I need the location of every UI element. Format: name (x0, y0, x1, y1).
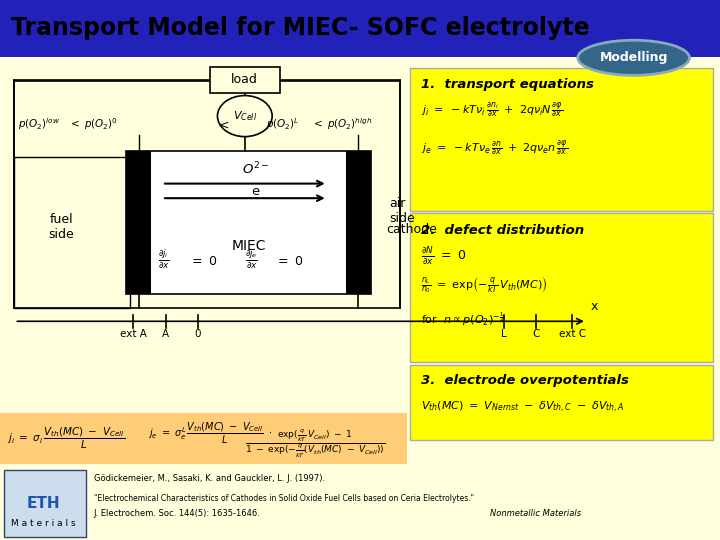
Text: C: C (533, 329, 540, 340)
Text: $=\ 0$: $=\ 0$ (189, 255, 217, 268)
Text: air
side: air side (389, 197, 415, 225)
Text: $p(O_2)^L$: $p(O_2)^L$ (266, 116, 300, 132)
Text: for $\ n \propto p(O_2)^{-\frac{1}{4}}$: for $\ n \propto p(O_2)^{-\frac{1}{4}}$ (421, 310, 505, 328)
FancyBboxPatch shape (410, 68, 713, 211)
Text: x: x (590, 300, 598, 313)
Text: MIEC: MIEC (231, 239, 266, 253)
Bar (14, 157, 130, 308)
Bar (126, 151, 151, 294)
FancyBboxPatch shape (410, 364, 713, 440)
Ellipse shape (578, 40, 690, 75)
Text: L: L (501, 329, 507, 340)
Text: $j_i\ =\ -kT\nu_i\,\frac{\partial n_i}{\partial x}\ +\ 2q\nu_i N\,\frac{\partial: $j_i\ =\ -kT\nu_i\,\frac{\partial n_i}{\… (421, 100, 563, 119)
Bar (126, 151, 371, 294)
Text: $V_{th}(MC)\ =\ V_{Nernst}\ -\ \delta V_{th,C}\ -\ \delta V_{th,A}$: $V_{th}(MC)\ =\ V_{Nernst}\ -\ \delta V_… (421, 400, 625, 415)
Text: "Electrochemical Characteristics of Cathodes in Solid Oxide Fuel Cells based on : "Electrochemical Characteristics of Cath… (94, 494, 474, 503)
Bar (0, 413, 407, 464)
Text: $\frac{\partial j_e}{\partial x}$: $\frac{\partial j_e}{\partial x}$ (245, 247, 258, 271)
Text: Modelling: Modelling (600, 51, 667, 64)
Text: ext A: ext A (120, 329, 147, 340)
Text: $p(O_2)^{low}$: $p(O_2)^{low}$ (18, 116, 60, 132)
Text: $<\ p(O_2)^0$: $<\ p(O_2)^0$ (68, 116, 119, 132)
Text: cathode: cathode (387, 223, 438, 236)
Text: J. Electrochem. Soc. 144(5): 1635-1646.: J. Electrochem. Soc. 144(5): 1635-1646. (94, 509, 261, 518)
FancyBboxPatch shape (210, 67, 280, 93)
Text: ETH: ETH (27, 496, 60, 511)
Text: Transport Model for MIEC- SOFC electrolyte: Transport Model for MIEC- SOFC electroly… (11, 16, 590, 40)
Text: 0: 0 (194, 329, 202, 340)
Text: 2.  defect distribution: 2. defect distribution (421, 224, 585, 237)
Text: $j_e\ =\ -kT\nu_e\,\frac{\partial n}{\partial x}\ +\ 2q\nu_e n\,\frac{\partial \: $j_e\ =\ -kT\nu_e\,\frac{\partial n}{\pa… (421, 138, 568, 157)
Bar (346, 151, 371, 294)
Text: e: e (251, 185, 260, 198)
Text: $<$: $<$ (217, 119, 230, 132)
Text: $\frac{\partial j_i}{\partial x}$: $\frac{\partial j_i}{\partial x}$ (158, 247, 170, 271)
Text: $=\ 0$: $=\ 0$ (275, 255, 304, 268)
Text: A: A (162, 329, 169, 340)
Bar (4, 470, 86, 537)
Text: M a t e r i a l s: M a t e r i a l s (11, 519, 76, 528)
Text: 1.  transport equations: 1. transport equations (421, 78, 594, 91)
Text: ext C: ext C (559, 329, 586, 340)
Bar (0, 0, 720, 57)
Text: load: load (231, 73, 258, 86)
Text: $j_e\ =\ \sigma_e^L\,\dfrac{V_{th}(MC)\ -\ V_{Cell}}{L}\ \cdot$: $j_e\ =\ \sigma_e^L\,\dfrac{V_{th}(MC)\ … (148, 421, 271, 446)
Text: Nonmetallic Materials: Nonmetallic Materials (490, 509, 581, 518)
Text: $\dfrac{\exp(\frac{q}{kT}\,V_{Cell})\ -\ 1}{1\ -\ \exp(-\frac{q}{kT}(V_{th}(MC)\: $\dfrac{\exp(\frac{q}{kT}\,V_{Cell})\ -\… (245, 428, 385, 460)
Bar (14, 81, 400, 308)
Text: $<\ p(O_2)^{high}$: $<\ p(O_2)^{high}$ (311, 116, 372, 132)
Text: 3.  electrode overpotentials: 3. electrode overpotentials (421, 374, 629, 387)
Text: Gödickemeier, M., Sasaki, K. and Gauckler, L. J. (1997).: Gödickemeier, M., Sasaki, K. and Gauckle… (94, 474, 325, 483)
Circle shape (217, 96, 272, 137)
Text: $\frac{\partial N}{\partial x}\ =\ 0$: $\frac{\partial N}{\partial x}\ =\ 0$ (421, 245, 467, 267)
Text: fuel
side: fuel side (48, 213, 74, 241)
Text: $\frac{n_L}{n_0}\ =\ \exp\!\left(-\frac{q}{kT}\,V_{th}(MC)\right)$: $\frac{n_L}{n_0}\ =\ \exp\!\left(-\frac{… (421, 275, 547, 295)
FancyBboxPatch shape (410, 213, 713, 362)
Text: $V_{Cell}$: $V_{Cell}$ (233, 109, 257, 123)
Text: $j_i\ =\ \sigma_i\,\dfrac{V_{th}(MC)\ -\ V_{Cell}}{L}$: $j_i\ =\ \sigma_i\,\dfrac{V_{th}(MC)\ -\… (7, 426, 125, 451)
Text: $O^{2-}$: $O^{2-}$ (242, 160, 269, 177)
